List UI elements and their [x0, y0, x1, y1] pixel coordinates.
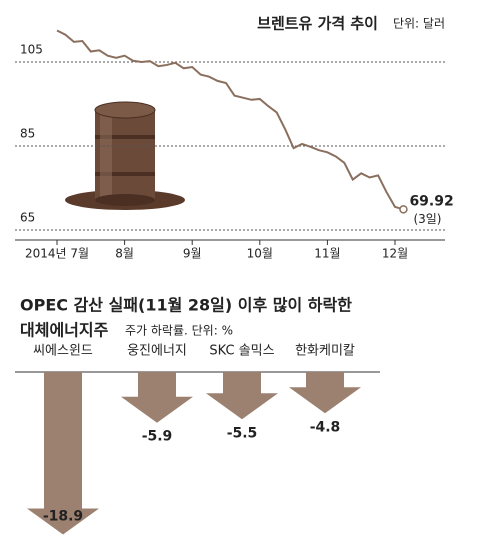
category-label: SKC 솔믹스 [209, 344, 274, 359]
price-line [56, 29, 404, 211]
unit-label: 주가 하락률. 단위: % [125, 324, 233, 338]
x-tick-label: 9월 [183, 247, 202, 261]
x-tick-label: 8월 [115, 247, 134, 261]
x-tick-label: 12월 [382, 247, 408, 261]
end-point [399, 205, 408, 214]
value-label: -4.8 [310, 419, 341, 435]
value-label: -5.5 [227, 425, 258, 441]
arrow-bar [27, 372, 99, 535]
x-tick-label: 11월 [314, 247, 340, 261]
y-tick-label: 105 [20, 43, 43, 57]
value-label: -18.9 [43, 509, 83, 525]
oil-barrel-illustration [65, 101, 185, 210]
chart-title: OPEC 감산 실패(11월 28일) 이후 많이 하락한 [20, 296, 352, 315]
arrow-bar [289, 372, 361, 414]
value-label: -5.9 [142, 429, 173, 445]
y-tick-label: 65 [20, 211, 35, 225]
arrow-bar [206, 372, 278, 420]
category-label: 씨에스윈드 [33, 344, 93, 359]
unit-label: 단위: 달러 [393, 17, 445, 31]
category-label: 웅진에너지 [127, 344, 187, 359]
arrow-bar [121, 372, 193, 423]
x-tick-label: 2014년 7월 [25, 247, 89, 261]
annotation: (3일) [413, 212, 441, 226]
value-label: 69.92 [409, 193, 453, 209]
x-tick-label: 10월 [247, 247, 273, 261]
y-tick-label: 85 [20, 127, 35, 141]
chart-title: 대체에너지주 [20, 321, 109, 340]
chart-title: 브렌트유 가격 추이 [257, 15, 378, 33]
category-label: 한화케미칼 [295, 344, 355, 359]
